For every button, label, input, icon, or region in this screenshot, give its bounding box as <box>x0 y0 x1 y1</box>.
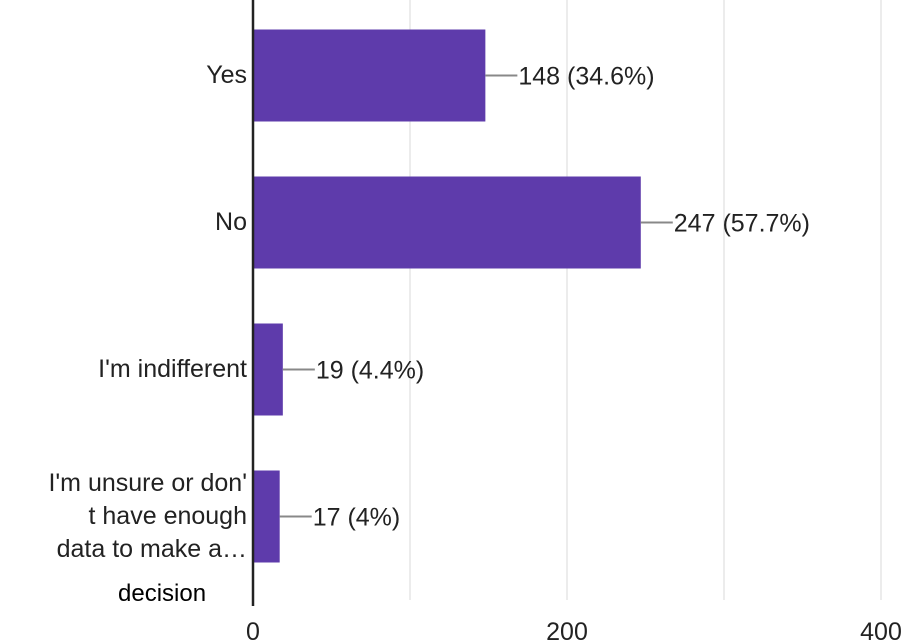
category-label-line: t have enough <box>88 502 247 530</box>
category-label: No <box>215 206 247 239</box>
bar <box>253 176 641 269</box>
category-label: I'm indifferent <box>98 353 247 386</box>
category-label-line: No <box>215 208 247 236</box>
category-label-line: Yes <box>206 61 247 89</box>
x-tick-label: 200 <box>546 618 588 642</box>
category-label: I'm unsure or don' t have enough data to m… <box>48 467 247 566</box>
category-label: Yes <box>206 59 247 92</box>
category-label-continuation: decision <box>118 580 207 607</box>
x-tick-label: 0 <box>246 618 260 642</box>
data-label: 19 (4.4%) <box>316 357 424 385</box>
data-label: 148 (34.6%) <box>518 63 654 91</box>
bar <box>253 29 486 122</box>
category-label-line: I'm indifferent <box>98 355 247 383</box>
bar <box>253 323 283 416</box>
x-tick-label: 400 <box>860 618 902 642</box>
category-label-line: data to make a… <box>56 535 247 563</box>
category-label-line: I'm unsure or don' <box>48 469 247 497</box>
bar <box>253 470 280 563</box>
data-label: 17 (4%) <box>313 504 401 532</box>
data-label: 247 (57.7%) <box>674 210 810 238</box>
